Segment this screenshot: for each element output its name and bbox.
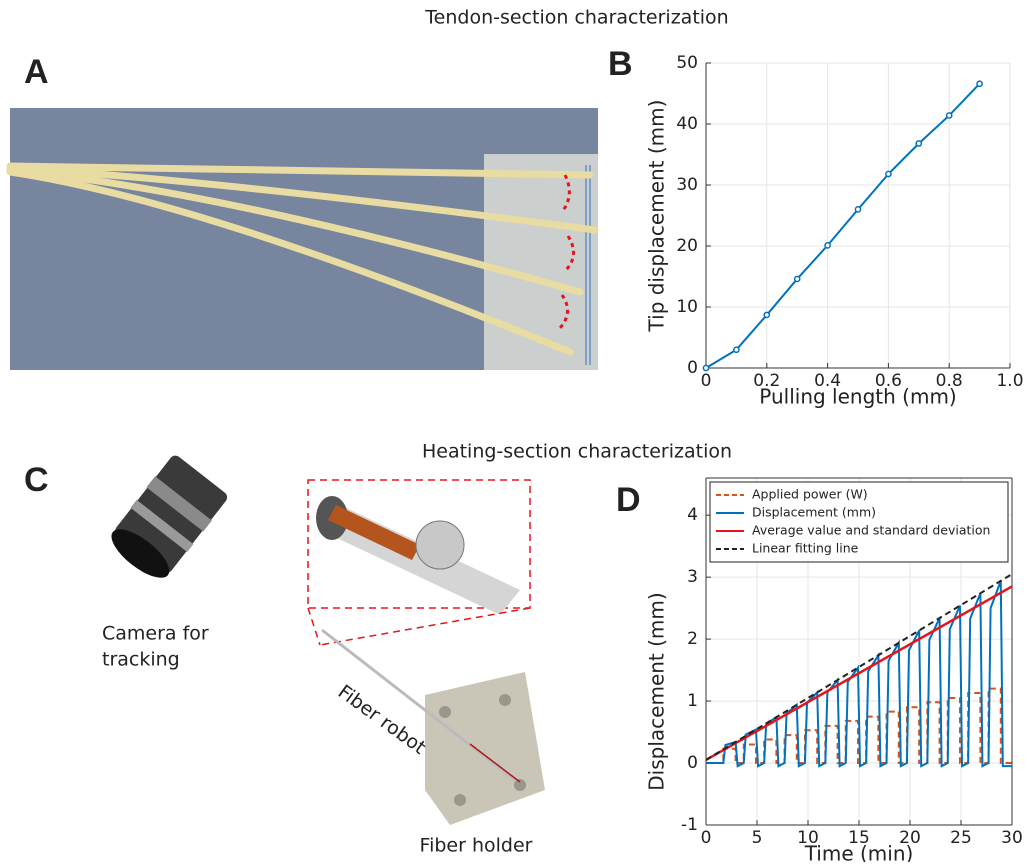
x-tick-label: 20 bbox=[899, 828, 921, 848]
y-tick-label: 0 bbox=[687, 358, 698, 378]
data-line bbox=[705, 585, 1013, 762]
data-point bbox=[824, 242, 831, 249]
x-tick-label: 15 bbox=[848, 828, 870, 848]
y-tick-label: -1 bbox=[681, 815, 698, 835]
data-point bbox=[915, 140, 923, 147]
y-tick-label: 1 bbox=[687, 691, 698, 711]
photo-label: Fiber robot bbox=[334, 681, 430, 759]
data-point bbox=[763, 311, 771, 319]
x-tick-label: 25 bbox=[950, 828, 972, 848]
x-tick-label: 10 bbox=[797, 828, 819, 848]
photo-camera bbox=[111, 455, 228, 578]
x-tick-label: 0.4 bbox=[814, 371, 841, 391]
photo-label: Fiber holder bbox=[420, 835, 533, 857]
panel-letter: B bbox=[608, 45, 633, 83]
y-axis-label: Displacement (mm) bbox=[645, 592, 669, 790]
x-axis-label: Time (min) bbox=[804, 842, 914, 863]
x-axis-label: Pulling length (mm) bbox=[759, 385, 956, 409]
legend-label: Linear fitting line bbox=[752, 541, 859, 556]
data-point bbox=[854, 206, 862, 213]
y-tick-label: 3 bbox=[687, 567, 698, 587]
y-tick-label: 2 bbox=[687, 629, 698, 649]
panel-letter: A bbox=[24, 53, 49, 91]
photo-label: Camera for bbox=[102, 623, 209, 645]
x-tick-label: 5 bbox=[752, 828, 763, 848]
y-tick-label: 0 bbox=[687, 753, 698, 773]
x-tick-label: 0.2 bbox=[753, 371, 780, 391]
x-tick-label: 0.8 bbox=[936, 371, 963, 391]
y-axis-label: Tip displacement (mm) bbox=[645, 100, 669, 333]
section-title: Heating-section characterization bbox=[422, 441, 732, 463]
fiber-holder bbox=[321, 628, 545, 825]
legend-box bbox=[709, 481, 1009, 563]
data-point bbox=[733, 346, 740, 354]
data-point bbox=[945, 112, 953, 119]
data-point bbox=[702, 364, 710, 372]
y-tick-label: 10 bbox=[676, 297, 698, 317]
data-point bbox=[885, 170, 892, 178]
data-point bbox=[793, 275, 801, 283]
x-tick-label: 1.0 bbox=[996, 371, 1023, 391]
y-tick-label: 40 bbox=[676, 114, 698, 134]
photo-label: tracking bbox=[102, 649, 180, 671]
x-tick-label: 0 bbox=[701, 828, 712, 848]
section-title: Tendon-section characterization bbox=[424, 7, 728, 29]
data-line bbox=[706, 580, 1012, 768]
y-tick-label: 30 bbox=[676, 175, 698, 195]
photo-tendons bbox=[6, 108, 599, 370]
data-point bbox=[976, 80, 983, 88]
legend-label: Applied power (W) bbox=[752, 487, 868, 502]
x-tick-label: 0.6 bbox=[875, 371, 902, 391]
data-line bbox=[705, 83, 981, 369]
x-tick-label: 30 bbox=[1001, 828, 1023, 848]
inset-fiber-tip bbox=[307, 479, 531, 646]
y-tick-label: 20 bbox=[676, 236, 698, 256]
panel-letter: C bbox=[24, 461, 49, 499]
y-tick-label: 4 bbox=[687, 505, 698, 525]
y-tick-label: 50 bbox=[676, 53, 698, 73]
panel-letter: D bbox=[616, 481, 641, 519]
legend-label: Displacement (mm) bbox=[752, 505, 876, 520]
legend-label: Average value and standard deviation bbox=[752, 523, 990, 538]
x-tick-label: 0 bbox=[701, 371, 712, 391]
